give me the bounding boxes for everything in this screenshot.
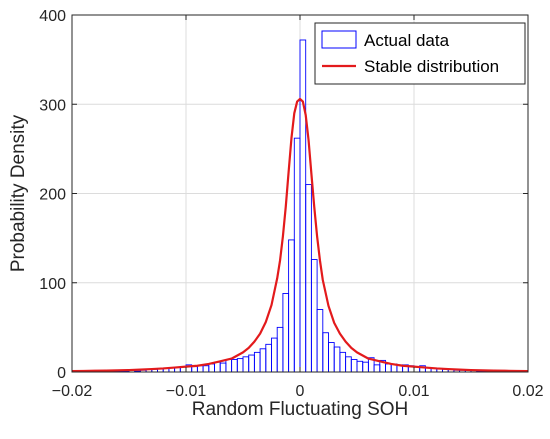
legend-label-actual-data: Actual data: [364, 31, 450, 50]
histogram-bar: [328, 342, 335, 373]
x-tick-label: 0: [296, 383, 305, 400]
x-axis-title: Random Fluctuating SOH: [192, 399, 409, 420]
histogram-bar: [225, 359, 233, 373]
y-tick-label: 300: [39, 97, 66, 114]
histogram-bar: [282, 293, 290, 373]
y-tick-label: 200: [39, 187, 66, 204]
y-tick-label: 400: [39, 8, 66, 25]
x-tick-label: 0.01: [398, 383, 429, 400]
y-axis-title: Probability Density: [8, 114, 29, 272]
legend-label-stable-distribution: Stable distribution: [364, 57, 499, 76]
histogram-bar: [362, 361, 369, 373]
histogram-bar: [208, 363, 215, 373]
histogram-bar: [288, 239, 295, 373]
histogram-bar: [231, 359, 238, 373]
y-tick-label: 0: [57, 365, 66, 382]
histogram-bar: [191, 366, 198, 373]
histogram-bar: [345, 356, 352, 373]
histogram-bar: [322, 332, 329, 373]
histogram-bar: [271, 337, 278, 373]
histogram-bar: [350, 359, 358, 373]
histogram-bar: [293, 137, 301, 373]
x-tick-label: −0.01: [166, 383, 207, 400]
y-tick-label: 100: [39, 276, 66, 293]
histogram-bar: [333, 346, 341, 373]
legend: Actual data Stable distribution: [314, 22, 526, 85]
histogram-bar: [236, 358, 244, 373]
histogram-bar: [242, 356, 250, 373]
histogram-bar: [385, 363, 392, 373]
histogram-bar: [259, 348, 267, 373]
histogram-bar: [305, 184, 312, 373]
histogram-bar: [339, 351, 347, 373]
y-tick-labels: 0 100 200 300 400: [39, 8, 66, 382]
histogram-bar: [253, 351, 261, 373]
histogram-bar: [265, 343, 272, 373]
axis-ticks: [71, 14, 529, 373]
histogram-bar: [214, 361, 221, 373]
stable-distribution-line: [71, 97, 529, 373]
x-tick-label: −0.02: [52, 383, 93, 400]
histogram-bar: [202, 365, 210, 373]
histogram-bar: [316, 309, 324, 373]
histogram-bar: [299, 39, 307, 373]
histogram-bar: [219, 362, 227, 373]
histogram-bar: [310, 259, 318, 373]
x-tick-label: 0.02: [512, 383, 543, 400]
legend-swatch-actual-data: [321, 30, 357, 49]
histogram-bar: [356, 360, 364, 373]
histogram-bar: [373, 364, 381, 373]
x-tick-labels: −0.02 −0.01 0 0.01 0.02: [52, 383, 544, 400]
histogram-bar: [276, 326, 284, 373]
histogram-bar: [248, 354, 255, 373]
